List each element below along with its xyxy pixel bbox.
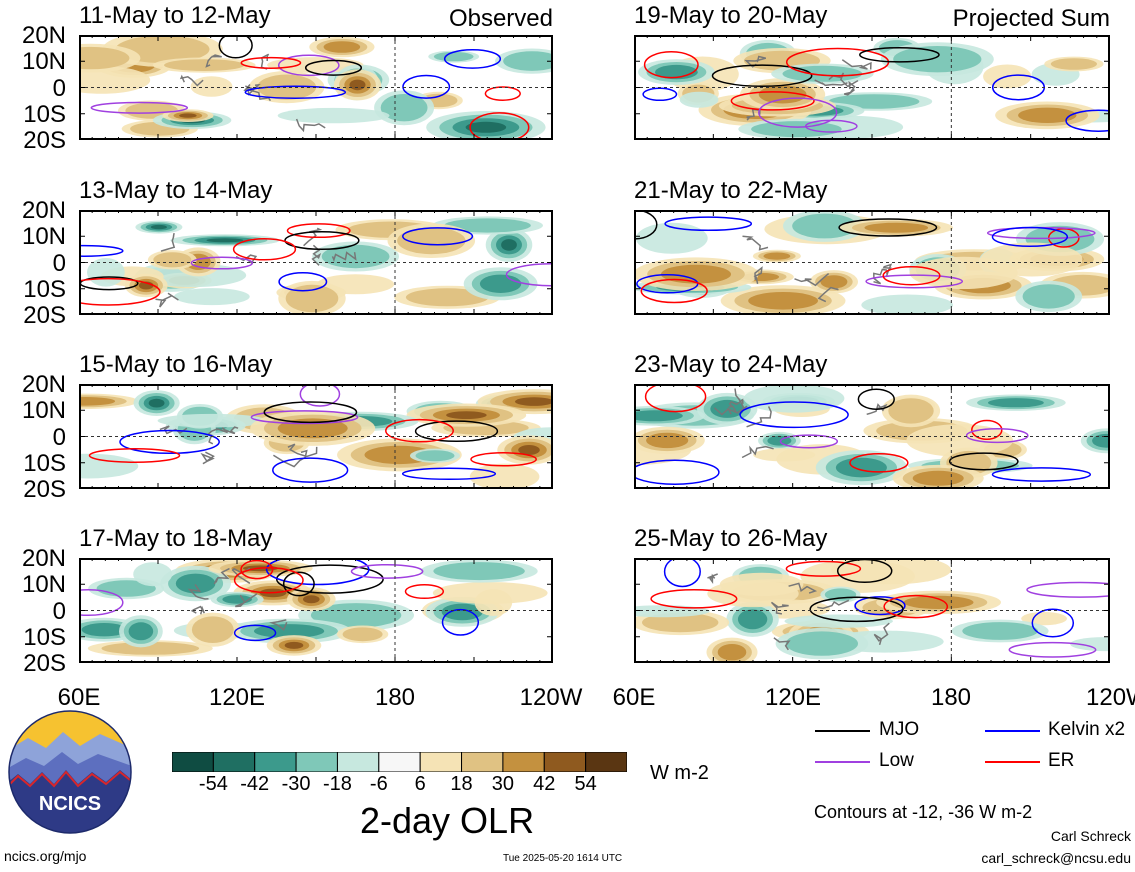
contours-note: Contours at -12, -36 W m-2 [814, 802, 1033, 822]
ncics-logo: NCICS [8, 710, 132, 834]
colorbar-tick-label: -42 [240, 773, 270, 795]
lat-label: 20N [21, 545, 66, 572]
panel-title: 23-May to 24-May [634, 351, 828, 378]
olr-map [79, 384, 553, 489]
colorbar-swatch [212, 751, 256, 773]
panel-title: 11-May to 12-May [79, 2, 271, 29]
lon-label-180-right: 180 [930, 684, 972, 711]
footer-url[interactable]: ncics.org/mjo [4, 848, 87, 864]
colorbar-swatch [502, 751, 545, 773]
lat-label: 0 [52, 423, 66, 451]
colorbar-tick-label: -18 [323, 773, 352, 795]
olr-map [634, 558, 1110, 663]
lon-label-180: 180 [374, 684, 416, 711]
footer-timestamp: Tue 2025-05-20 1614 UTC [503, 853, 623, 864]
legend-kelvin-label: Kelvin x2 [1048, 719, 1126, 740]
panel-source-label: Projected Sum [952, 5, 1110, 32]
legend-er-label: ER [1048, 750, 1075, 771]
colorbar-tick-label: 30 [491, 773, 515, 795]
lon-label-120w: 120W [519, 684, 583, 711]
legend-er-line [985, 761, 1040, 763]
colorbar-swatch [378, 751, 421, 773]
lat-label: 20S [23, 476, 66, 503]
lat-label: 0 [52, 249, 66, 277]
olr-map [634, 35, 1110, 140]
lat-label: 20N [21, 197, 66, 224]
footer-author: Carl Schreck [1050, 828, 1131, 844]
lat-label: 10N [21, 223, 66, 251]
colorbar-swatch [461, 751, 504, 773]
colorbar-swatches [171, 751, 628, 773]
lat-label: 0 [52, 74, 66, 102]
panel-title: 25-May to 26-May [634, 525, 828, 552]
lat-label: 10S [23, 449, 66, 477]
olr-map [634, 210, 1110, 315]
colorbar-tick-label: 54 [574, 773, 597, 795]
lon-label-60e-right: 60E [612, 684, 656, 711]
colorbar-tick-label: 18 [450, 773, 473, 795]
legend-low-line [815, 761, 870, 763]
lat-label: 10S [23, 623, 66, 651]
colorbar-swatch [585, 751, 628, 773]
lat-label: 20S [23, 302, 66, 329]
olr-map [79, 35, 553, 140]
lat-label: 10N [21, 48, 66, 76]
colorbar-swatch [419, 751, 463, 773]
colorbar-swatch [336, 751, 380, 773]
colorbar-tick-label: -54 [198, 773, 228, 795]
lat-label: 20S [23, 650, 66, 677]
line-legend: MJO Kelvin x2 Low ER [815, 719, 1135, 779]
colorbar-tick-label: -30 [281, 773, 311, 795]
colorbar-units: W m-2 [650, 762, 709, 784]
lon-label-120e-right: 120E [764, 684, 822, 711]
olr-map [79, 210, 553, 315]
footer-email[interactable]: carl_schreck@ncsu.edu [981, 850, 1131, 866]
logo-text: NCICS [39, 793, 101, 815]
panel-title: 19-May to 20-May [634, 2, 828, 29]
lat-label: 20S [23, 127, 66, 154]
lon-label-120w-right: 120W [1086, 684, 1135, 711]
colorbar-swatch [543, 751, 587, 773]
colorbar-swatch [171, 751, 214, 773]
panel-title: 13-May to 14-May [79, 177, 273, 204]
olr-map [79, 558, 553, 663]
colorbar-tick-label: -6 [369, 773, 388, 795]
lat-label: 10N [21, 571, 66, 599]
panel-source-label: Observed [448, 5, 553, 32]
colorbar-tick-label: 42 [533, 773, 556, 795]
legend-mjo-label: MJO [879, 719, 920, 740]
lat-label: 10N [21, 397, 66, 425]
panel-title: 17-May to 18-May [79, 525, 273, 552]
legend-low-label: Low [879, 750, 914, 771]
lat-label: 0 [52, 597, 66, 625]
lat-label: 10S [23, 275, 66, 303]
olr-map [634, 384, 1110, 489]
colorbar [171, 751, 628, 773]
panel-title: 15-May to 16-May [79, 351, 273, 378]
lat-label: 20N [21, 371, 66, 398]
legend-mjo-line [815, 730, 870, 732]
colorbar-title: 2-day OLR [360, 800, 535, 841]
colorbar-swatch [254, 751, 297, 773]
lon-label-120e: 120E [208, 684, 266, 711]
panel-title: 21-May to 22-May [634, 177, 828, 204]
lat-label: 10S [23, 100, 66, 128]
lon-label-60e: 60E [57, 684, 101, 711]
colorbar-tick-label: 6 [414, 773, 426, 795]
legend-kelvin-line [985, 730, 1040, 732]
colorbar-swatch [295, 751, 338, 773]
lat-label: 20N [21, 22, 66, 49]
